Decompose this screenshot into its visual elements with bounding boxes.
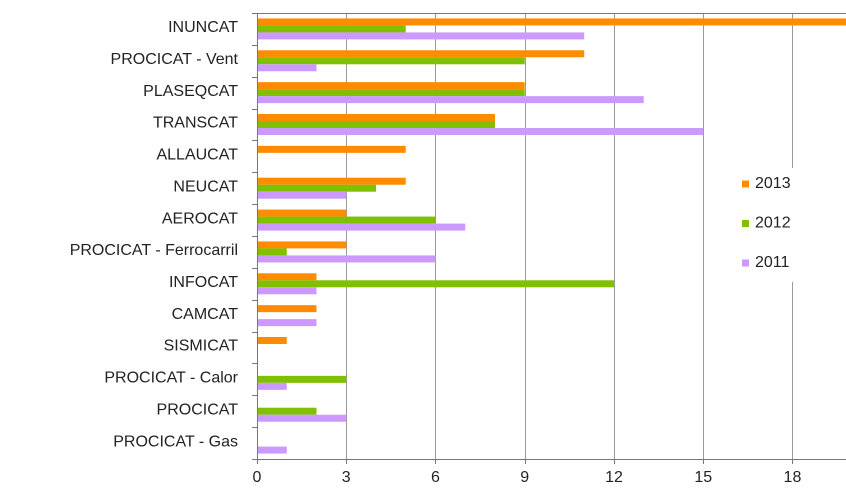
bar-2013-sismicat bbox=[257, 337, 287, 344]
category-label: PLASEQCAT bbox=[143, 83, 238, 100]
legend-swatch-2012 bbox=[742, 220, 749, 227]
bar-2012-procicat-calor bbox=[257, 375, 347, 383]
category-label: ALLAUCAT bbox=[156, 147, 238, 164]
category-label: NEUCAT bbox=[173, 178, 238, 195]
bar-2011-infocat bbox=[257, 287, 317, 295]
bar-2013-transcat bbox=[257, 114, 495, 121]
bar-2012-plaseqcat bbox=[257, 89, 525, 97]
bars bbox=[257, 18, 846, 454]
bar-2013-aerocat bbox=[257, 209, 347, 217]
bar-2012-procicat-ferrocarril bbox=[257, 248, 287, 256]
bar-2013-procicat-ferrocarril bbox=[257, 241, 347, 249]
legend-swatch-2011 bbox=[742, 259, 749, 267]
bar-2011-procicat-calor bbox=[257, 382, 287, 390]
x-tick-label: 15 bbox=[694, 469, 712, 486]
bar-2011-procicat-vent bbox=[257, 64, 317, 72]
category-label: PROCICAT - Vent bbox=[111, 51, 239, 68]
bar-2011-aerocat bbox=[257, 223, 466, 231]
bar-2011-procicat bbox=[257, 414, 347, 422]
legend-label-2013: 2013 bbox=[755, 175, 791, 192]
category-label: SISMICAT bbox=[164, 338, 239, 355]
axes bbox=[252, 13, 846, 464]
bar-2011-procicat-gas bbox=[257, 446, 287, 454]
legend-swatch-2013 bbox=[742, 180, 749, 188]
x-tick-label: 0 bbox=[253, 469, 262, 486]
bar-2013-plaseqcat bbox=[257, 82, 525, 90]
bar-2013-neucat bbox=[257, 177, 406, 185]
bar-2013-camcat bbox=[257, 305, 317, 313]
category-label: PROCICAT - Ferrocarril bbox=[70, 242, 238, 259]
category-label: CAMCAT bbox=[172, 306, 239, 323]
legend-label-2012: 2012 bbox=[755, 215, 791, 232]
bar-2012-inuncat bbox=[257, 25, 406, 33]
x-tick-labels: 0 3 6 9 12 15 18 bbox=[253, 469, 802, 486]
bar-2011-camcat bbox=[257, 319, 317, 327]
bar-2012-transcat bbox=[257, 121, 495, 128]
category-label: AEROCAT bbox=[162, 210, 238, 227]
grid-lines bbox=[346, 13, 793, 459]
x-tick-label: 6 bbox=[431, 469, 440, 486]
bar-2012-aerocat bbox=[257, 216, 436, 224]
bar-2011-plaseqcat bbox=[257, 96, 644, 104]
category-label: INUNCAT bbox=[168, 19, 238, 36]
x-tick-label: 12 bbox=[605, 469, 623, 486]
bar-2013-allaucat bbox=[257, 145, 406, 153]
bar-2011-neucat bbox=[257, 191, 347, 199]
bar-2013-procicat-vent bbox=[257, 50, 585, 58]
category-label: TRANSCAT bbox=[153, 115, 238, 132]
category-label: PROCICAT bbox=[157, 401, 239, 418]
bar-2011-inuncat bbox=[257, 32, 585, 40]
bar-2011-procicat-ferrocarril bbox=[257, 255, 436, 263]
x-tick-label: 9 bbox=[520, 469, 529, 486]
bar-2012-procicat-vent bbox=[257, 57, 525, 65]
bar-2011-transcat bbox=[257, 128, 704, 135]
category-labels: INUNCAT PROCICAT - Vent PLASEQCAT TRANSCAT A… bbox=[70, 19, 239, 450]
bar-2012-procicat bbox=[257, 407, 317, 415]
category-label: INFOCAT bbox=[169, 274, 238, 291]
bar-2013-inuncat bbox=[257, 18, 846, 26]
x-tick-label: 18 bbox=[784, 469, 802, 486]
bar-2013-infocat bbox=[257, 273, 317, 281]
bar-2012-infocat bbox=[257, 280, 614, 288]
legend-label-2011: 2011 bbox=[755, 254, 790, 271]
category-label: PROCICAT - Gas bbox=[113, 433, 238, 450]
category-label: PROCICAT - Calor bbox=[104, 370, 238, 387]
bar-2012-neucat bbox=[257, 184, 376, 192]
legend: 2013 2012 2011 bbox=[736, 168, 804, 282]
x-tick-label: 3 bbox=[342, 469, 351, 486]
